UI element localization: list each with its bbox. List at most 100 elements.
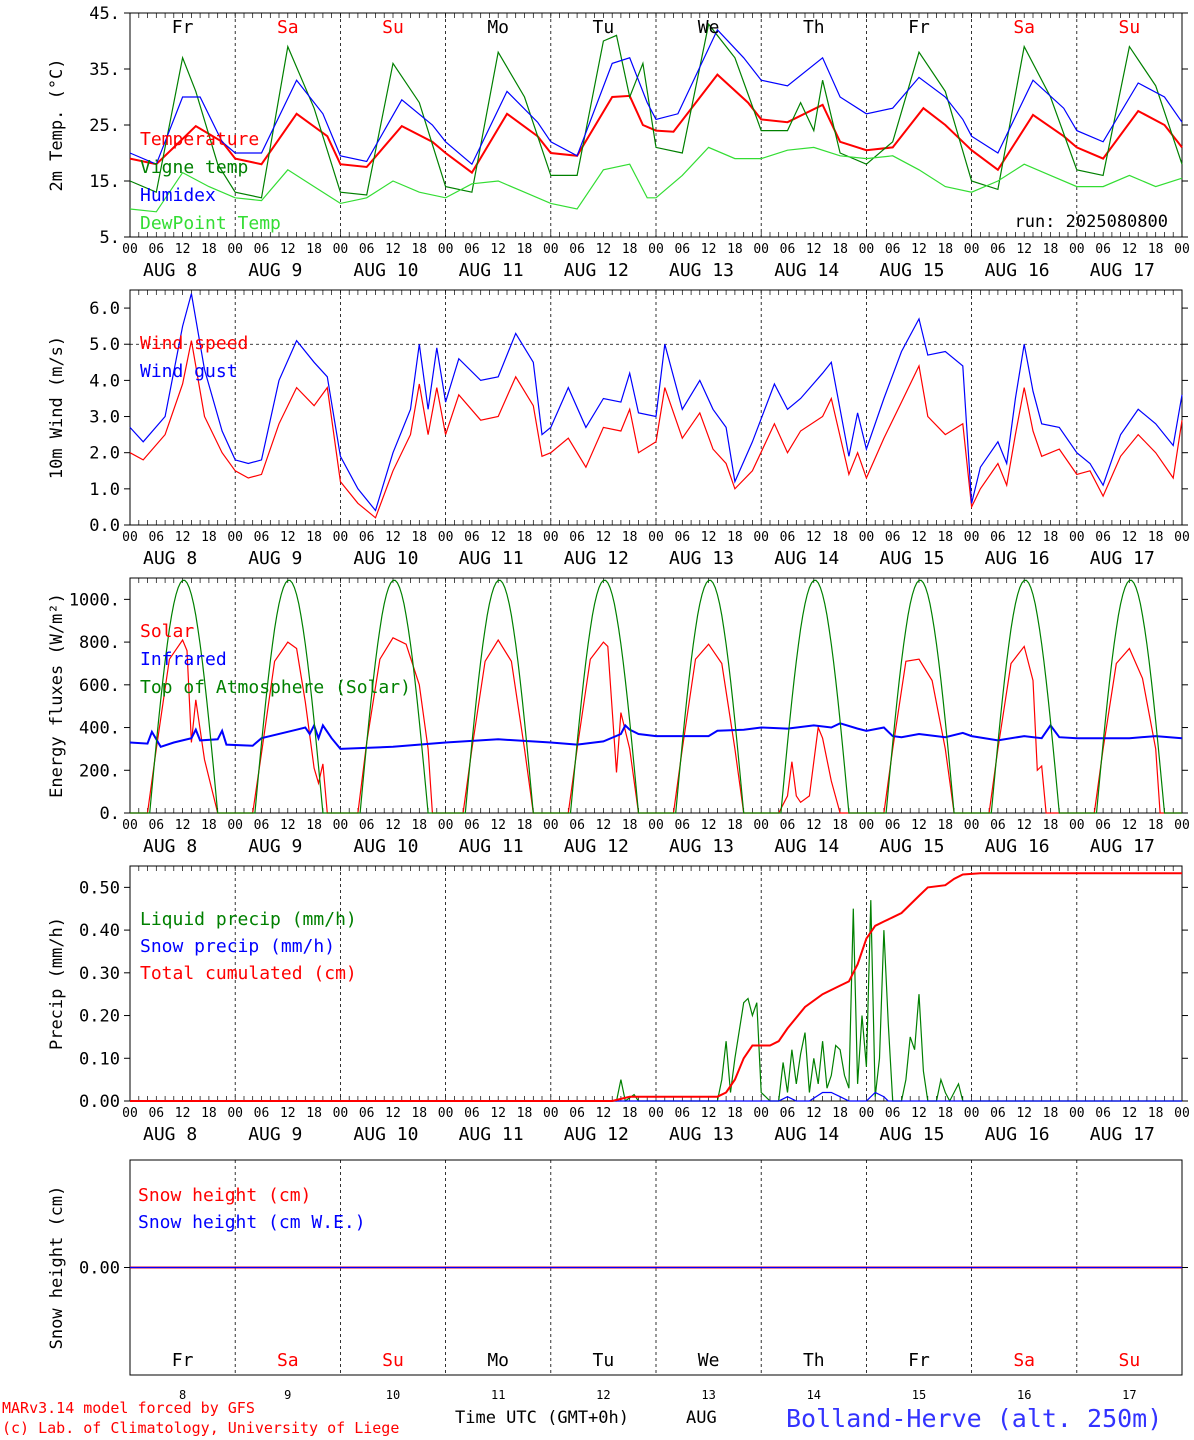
day-number: 11 [491,1388,505,1402]
hour-label: 12 [1016,530,1032,545]
hour-label: 18 [411,242,427,257]
hour-label: 06 [148,1106,164,1121]
hour-label: 18 [411,818,427,833]
hour-label: 06 [885,242,901,257]
model-credit: MARv3.14 model forced by GFS [2,1399,255,1417]
hour-label: 00 [438,1106,454,1121]
hour-label: 18 [411,530,427,545]
hour-label: 18 [306,530,322,545]
hour-label: 00 [964,530,980,545]
date-label: AUG 9 [248,836,302,857]
date-label: AUG 13 [669,260,734,281]
hour-label: 18 [622,818,638,833]
date-label: AUG 8 [143,1124,197,1145]
hour-label: 06 [359,242,375,257]
day-name: Sa [277,17,299,38]
hour-label: 00 [543,242,559,257]
hour-label: 12 [806,818,822,833]
hour-label: 00 [964,818,980,833]
hour-label: 06 [359,1106,375,1121]
day-number: 16 [1017,1388,1031,1402]
hour-label: 00 [438,242,454,257]
y-tick-label: 1000. [69,590,120,610]
hour-label: 18 [201,530,217,545]
hour-label: 12 [490,818,506,833]
hour-label: 06 [254,1106,270,1121]
day-number: 17 [1122,1388,1136,1402]
date-label: AUG 16 [985,1124,1050,1145]
hour-label: 00 [438,530,454,545]
hour-label: 06 [990,242,1006,257]
y-tick-label: 200. [79,761,120,781]
hour-label: 12 [385,530,401,545]
y-tick-label: 0.10 [79,1049,120,1069]
hour-label: 12 [280,818,296,833]
hour-label: 00 [648,1106,664,1121]
day-name: Sa [277,1350,299,1371]
hour-label: 18 [517,530,533,545]
hour-label: 18 [201,242,217,257]
hour-label: 12 [175,242,191,257]
hour-label: 00 [964,1106,980,1121]
hour-label: 06 [780,818,796,833]
y-tick-label: 5. [100,228,120,248]
y-tick-label: 0.20 [79,1007,120,1027]
date-label: AUG 16 [985,548,1050,569]
hour-label: 06 [780,530,796,545]
hour-label: 18 [517,1106,533,1121]
hour-label: 18 [1148,1106,1164,1121]
hour-label: 12 [280,242,296,257]
hour-label: 18 [1148,818,1164,833]
hour-label: 06 [254,530,270,545]
hour-label: 12 [701,242,717,257]
hour-label: 12 [280,1106,296,1121]
hour-label: 12 [280,530,296,545]
date-label: AUG 14 [774,260,839,281]
hour-label: 06 [885,530,901,545]
day-name: Tu [593,17,615,38]
y-axis-label: Energy fluxes (W/m²) [47,593,67,798]
hour-label: 18 [411,1106,427,1121]
date-label: AUG 17 [1090,1124,1155,1145]
hour-label: 18 [937,1106,953,1121]
hour-label: 00 [1174,530,1190,545]
panel-5: 0.00 Snow height (cm) Snow height (cm) Snow… [47,1159,1188,1402]
hour-label: 12 [1016,818,1032,833]
hour-label: 06 [1095,242,1111,257]
hour-label: 00 [438,818,454,833]
date-label: AUG 11 [459,548,524,569]
date-label: AUG 11 [459,260,524,281]
legend-entry: Snow height (cm) [138,1185,311,1206]
day-number: 8 [179,1388,186,1402]
day-number: 9 [284,1388,291,1402]
hour-label: 00 [753,242,769,257]
hour-label: 18 [201,818,217,833]
hour-label: 18 [1043,242,1059,257]
hour-label: 00 [859,242,875,257]
x-minor-ticks [129,290,1183,525]
series-line-2 [129,293,1183,512]
hour-label: 18 [937,530,953,545]
legend-entry: Temperature [140,129,259,150]
hour-label: 06 [885,818,901,833]
date-label: AUG 10 [353,836,418,857]
panel-3: 0. 200. 400. 600. 800. 1000.Energy fluxes (W/… [47,577,1190,857]
day-name: We [698,17,720,38]
hour-label: 12 [385,818,401,833]
day-number: 12 [596,1388,610,1402]
day-number: 10 [386,1388,400,1402]
legend-entry: Infrared [140,649,227,670]
hour-label: 00 [333,242,349,257]
date-label: AUG 13 [669,836,734,857]
hour-label: 12 [806,1106,822,1121]
day-name: Tu [593,1350,615,1371]
y-tick-label: 6.0 [89,299,120,319]
hour-label: 18 [1043,530,1059,545]
hour-label: 12 [385,1106,401,1121]
day-name: Mo [487,17,509,38]
hour-label: 12 [1016,242,1032,257]
hour-label: 12 [1016,1106,1032,1121]
hour-label: 06 [1095,530,1111,545]
date-label: AUG 9 [248,548,302,569]
